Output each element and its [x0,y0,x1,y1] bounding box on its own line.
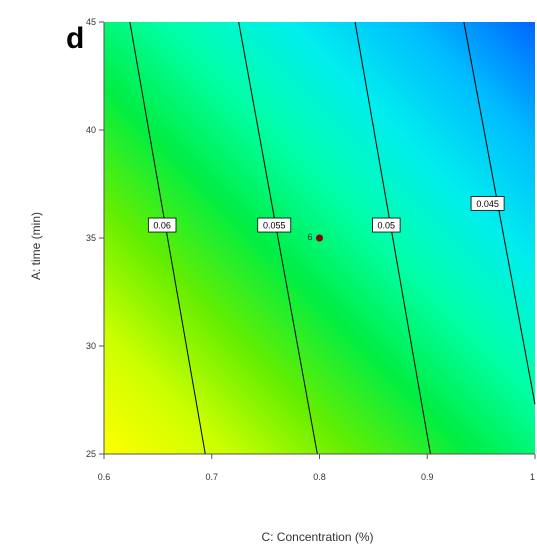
contour-label-box [257,217,292,233]
contour-label: 0.06 [153,221,171,231]
y-tick-label: 25 [86,449,96,459]
x-tick-label: 0.7 [205,472,218,482]
contour-label: 0.05 [378,221,396,231]
contour-line [129,21,206,455]
y-tick-label: 35 [86,233,96,243]
contour-line [238,21,318,455]
contour-label: 0.055 [263,221,286,231]
x-tick-label: 0.9 [421,472,434,482]
design-point [316,234,323,242]
design-points: 6 [308,232,323,242]
x-tick-label: 1 [530,472,535,482]
x-axis-title: C: Concentration (%) [261,530,373,544]
y-tick-label: 45 [86,17,96,27]
contour-label: 0.045 [476,199,499,209]
contour-label-box [147,217,177,233]
contour-label-box [470,196,505,211]
x-tick-label: 0.6 [98,472,111,482]
panel-label: d [66,22,85,55]
contour-labels: 0.06 0.055 0.05 0.045 [147,196,505,233]
contour-line [463,21,536,405]
y-axis-title: A: time (min) [29,212,43,280]
x-tick-label: 0.8 [313,472,326,482]
y-tick-label: 30 [86,341,96,351]
design-point-label: 6 [308,232,313,242]
y-tick-label: 40 [86,125,96,135]
contour-line [354,21,431,455]
axes: 0.6 0.7 0.8 0.9 1 25 30 35 40 45 [86,17,536,482]
contour-lines [129,21,536,455]
contour-label-box [372,217,401,233]
